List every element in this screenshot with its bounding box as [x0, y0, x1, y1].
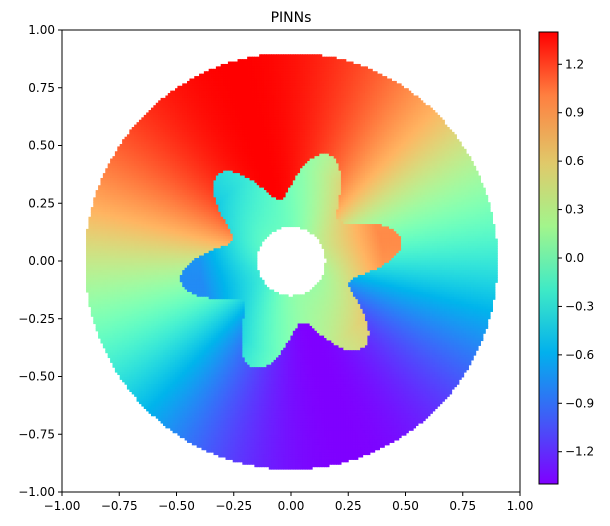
chart-title: PINNs — [271, 10, 312, 26]
